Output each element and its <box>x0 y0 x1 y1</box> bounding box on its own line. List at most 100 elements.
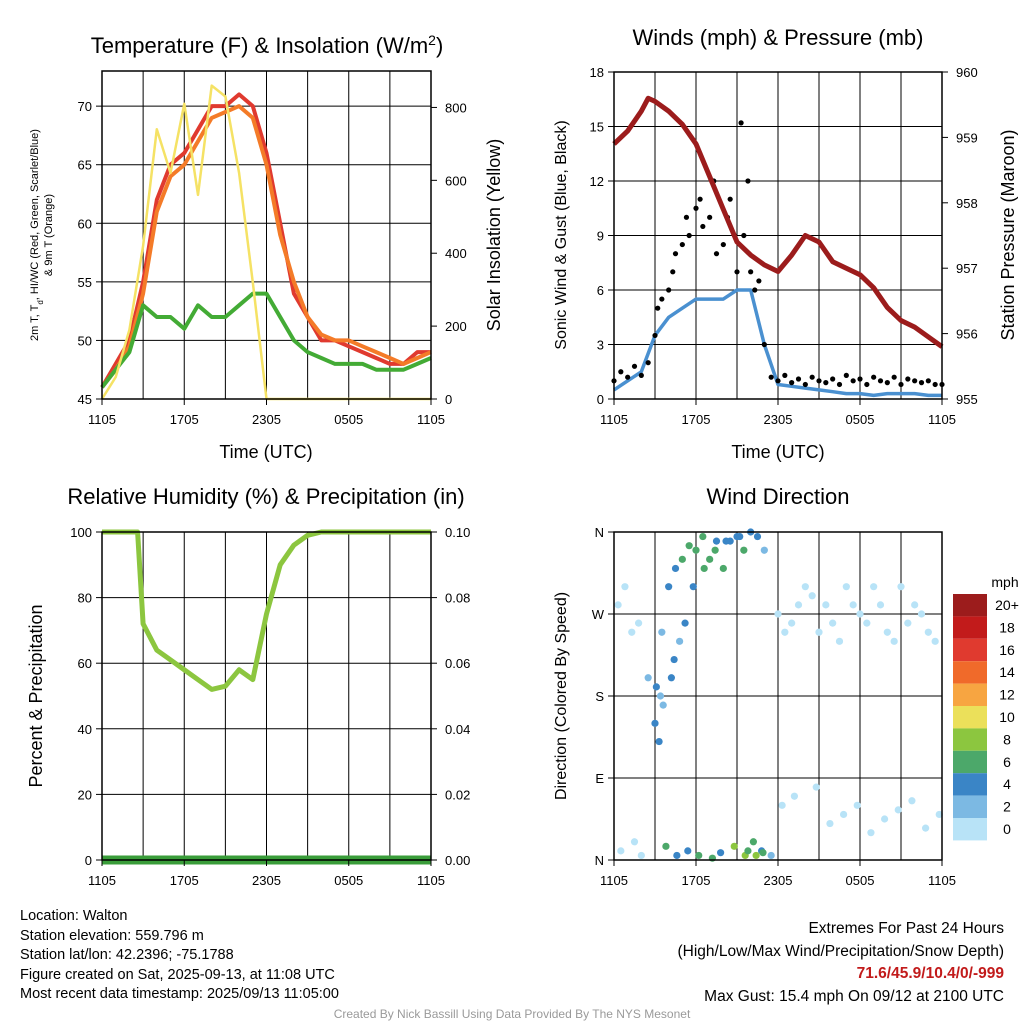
wind-direction-point <box>908 797 916 805</box>
gust-point <box>707 214 713 220</box>
y-tick-label: 45 <box>78 392 92 407</box>
wind-direction-point <box>897 583 905 591</box>
wind-direction-point <box>904 619 912 627</box>
gust-point <box>918 380 925 386</box>
gust-point <box>738 120 744 126</box>
winds-panel-title: Winds (mph) & Pressure (mb) <box>633 25 924 50</box>
wind-direction-point <box>826 819 834 828</box>
y-tick-label: 18 <box>590 65 604 80</box>
wind-direction-point <box>655 737 663 746</box>
legend-label: 0 <box>1003 821 1011 837</box>
wind-direction-point <box>712 537 721 545</box>
sonic-wind-line <box>613 288 942 398</box>
y-tick-label: 3 <box>597 338 604 353</box>
nine-meter-temperature-line <box>100 104 432 389</box>
y-tick-label: 60 <box>78 656 92 671</box>
y-tick-label: N <box>595 525 604 540</box>
y-tick-label: 65 <box>78 158 92 173</box>
wind-direction-point <box>628 628 636 636</box>
wind-direction-point <box>867 829 875 837</box>
gust-point <box>932 381 938 388</box>
wind-direction-point <box>883 628 891 636</box>
wind-direction-point <box>849 601 857 609</box>
x-tick-label: 1105 <box>417 873 445 888</box>
wind-direction-point <box>692 546 700 554</box>
gust-point <box>802 381 808 388</box>
wind-direction-panel-title: Wind Direction <box>706 484 849 509</box>
wind-direction-point <box>651 719 659 727</box>
wind-direction-point <box>730 842 738 850</box>
wind-direction-point <box>808 592 816 600</box>
y2-tick-label: 0 <box>445 392 452 407</box>
gust-point <box>775 378 781 384</box>
y-tick-label: N <box>595 853 604 868</box>
station-latlon: Station lat/lon: 42.2396; -75.1788 <box>20 947 234 964</box>
pressure-y-label: Station Pressure (Maroon) <box>998 129 1018 340</box>
wind-direction-panel: Wind Direction 1105 1705 2305 0505 1105 N E S W N… <box>553 484 1019 888</box>
y2-tick-label: 600 <box>445 173 467 188</box>
wind-direction-point <box>767 851 775 860</box>
station-pressure-line <box>612 95 944 349</box>
winds-x-label: Time (UTC) <box>731 442 824 462</box>
wind-direction-point <box>812 783 820 791</box>
humidity-panel-title: Relative Humidity (%) & Precipitation (i… <box>67 484 464 509</box>
gust-point <box>631 363 638 369</box>
y-tick-label: E <box>595 771 604 786</box>
wind-direction-point <box>870 583 878 591</box>
wind-direction-point <box>790 792 799 800</box>
y2-tick-label: 960 <box>956 65 978 80</box>
x-tick-label: 1105 <box>600 412 628 427</box>
legend-swatch <box>953 638 987 662</box>
temperature-x-label: Time (UTC) <box>219 442 312 462</box>
gust-point <box>782 372 788 378</box>
wind-direction-point <box>685 542 693 550</box>
legend-label: 6 <box>1003 754 1011 770</box>
temperature-y-label-line2: & 9m T (Orange) <box>43 194 55 276</box>
wind-direction-point <box>659 701 667 709</box>
y-tick-label: S <box>595 689 604 704</box>
gust-point <box>864 381 870 388</box>
temperature-y-label: 2m T, Td, HI/WC (Red, Green, Scarlet/Blu… <box>29 129 45 341</box>
wind-direction-point <box>840 810 848 819</box>
humidity-y-label: Percent & Precipitation <box>26 604 46 787</box>
legend-swatch <box>953 683 987 706</box>
y-tick-label: 9 <box>597 229 604 244</box>
extremes-values: 71.6/45.9/10.4/0/-999 <box>856 965 1004 982</box>
y-tick-label: 50 <box>78 333 92 348</box>
wind-direction-point <box>671 564 680 573</box>
gust-point <box>809 374 815 380</box>
wind-direction-point <box>673 851 681 860</box>
legend-label: 18 <box>999 619 1015 635</box>
gust-point <box>768 374 774 380</box>
y2-tick-label: 959 <box>956 130 978 145</box>
station-location: Location: Walton <box>20 908 128 924</box>
winds-y-label: Sonic Wind & Gust (Blue, Black) <box>553 120 570 349</box>
legend-swatch <box>953 773 987 796</box>
extremes-title: Extremes For Past 24 Hours <box>808 920 1004 937</box>
wind-direction-point <box>856 610 864 618</box>
legend-label: 12 <box>999 687 1015 703</box>
x-tick-label: 1105 <box>600 873 628 888</box>
max-gust: Max Gust: 15.4 mph On 09/12 at 2100 UTC <box>704 987 1004 1005</box>
gust-point <box>683 214 690 220</box>
gust-point <box>912 378 918 384</box>
wind-direction-point <box>935 810 943 819</box>
gust-point <box>789 380 795 386</box>
wind-direction-point <box>890 637 898 645</box>
legend-label: 10 <box>999 709 1015 725</box>
gust-point <box>795 376 802 382</box>
gust-point <box>697 196 703 202</box>
x-tick-label: 2305 <box>252 412 281 427</box>
wind-direction-point <box>759 849 767 857</box>
wind-direction-point <box>736 532 744 541</box>
wind-direction-point <box>917 610 926 618</box>
x-tick-label: 2305 <box>764 412 793 427</box>
gust-point <box>761 341 767 348</box>
legend-swatch <box>953 661 987 684</box>
wind-direction-point <box>801 583 809 591</box>
gust-point <box>655 305 661 311</box>
y2-tick-label: 0.10 <box>445 525 470 540</box>
legend-swatch <box>953 728 987 751</box>
x-tick-label: 1105 <box>928 412 956 427</box>
